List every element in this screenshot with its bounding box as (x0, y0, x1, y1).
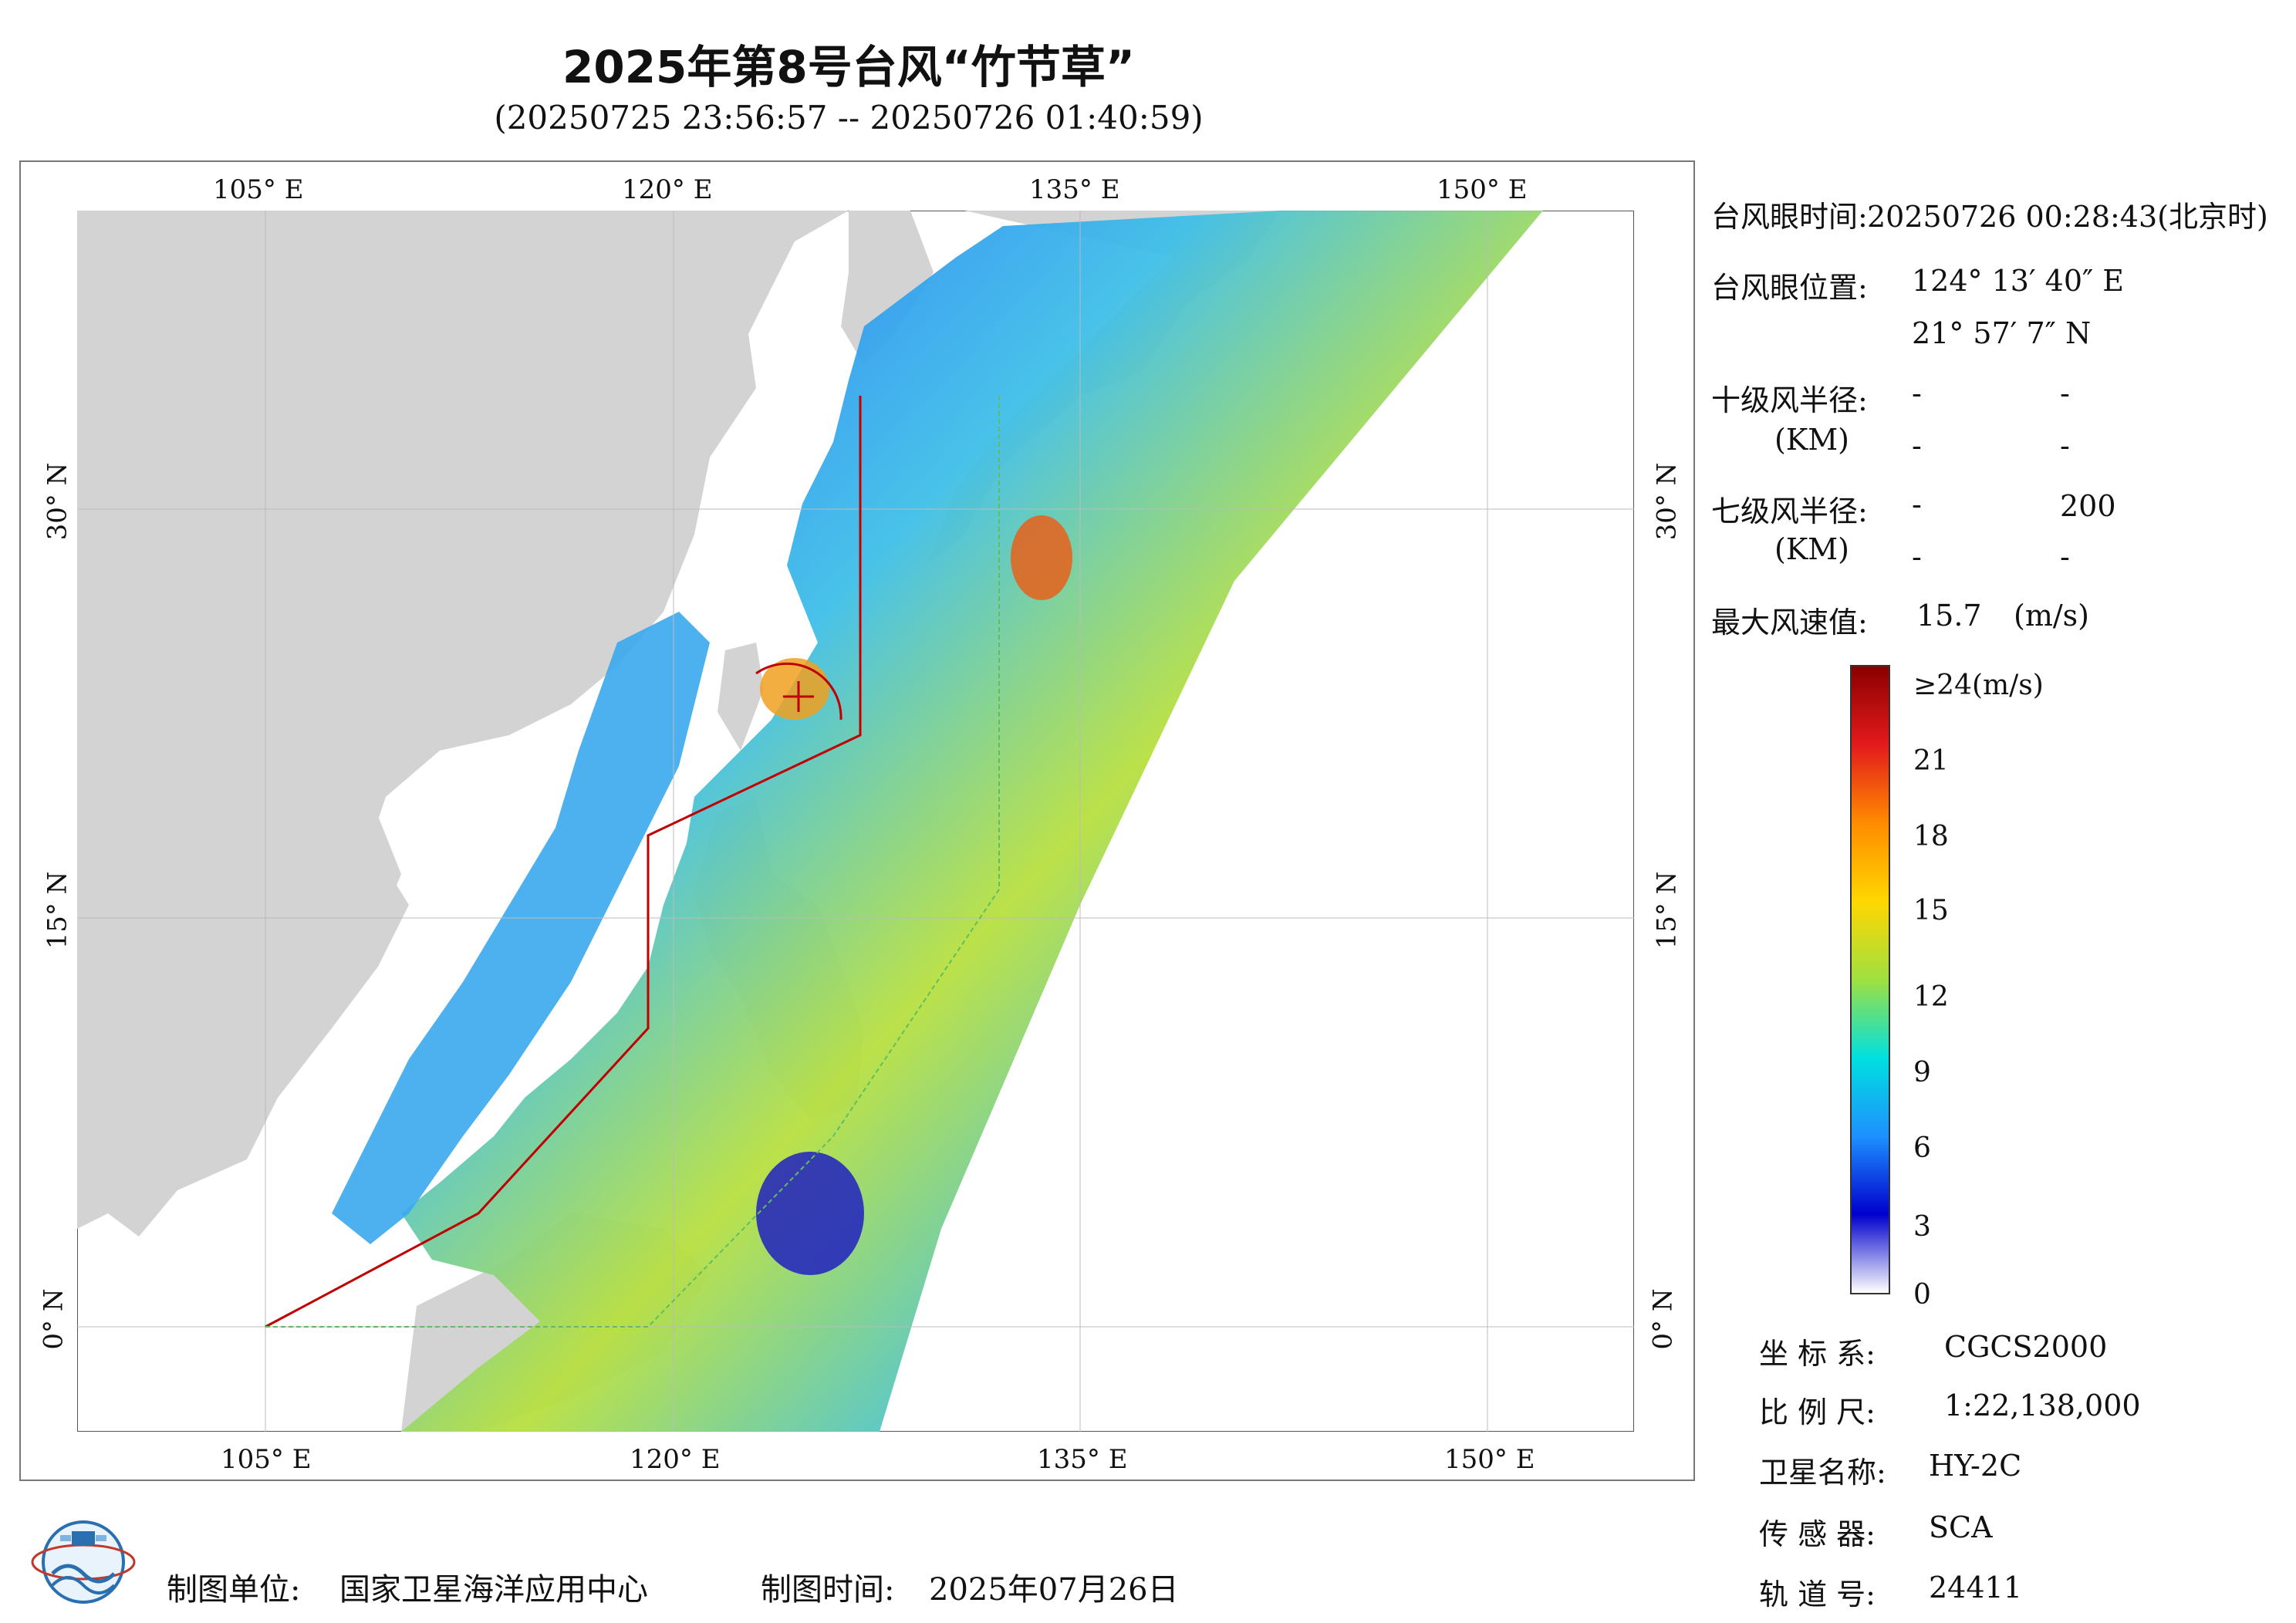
colorbar-label-0: 0 (1913, 1279, 1931, 1311)
lon-label-bottom-150: 150° E (1444, 1444, 1535, 1475)
eye-longitude: 124° 13′ 40″ E (1912, 264, 2125, 298)
max-wind-value: 15.7 (1916, 599, 1982, 633)
colorbar-label-9: 9 (1913, 1057, 1931, 1088)
land-indochina (231, 797, 401, 1067)
wind-minimum-south (756, 1152, 864, 1275)
lon-label-bottom-135: 135° E (1037, 1444, 1128, 1475)
r10-label: 十级风半径: (1711, 383, 1868, 417)
lon-label-bottom-120: 120° E (630, 1444, 721, 1475)
producer-value: 国家卫星海洋应用中心 (339, 1572, 648, 1608)
colorbar-label-24: ≥24(m/s) (1913, 670, 2044, 701)
orbit-value: 24411 (1929, 1571, 2022, 1604)
r10-value-nw: - (2060, 429, 2070, 463)
crs-value: CGCS2000 (1944, 1330, 2108, 1364)
eye-latitude: 21° 57′ 7″ N (1912, 316, 2092, 350)
max-wind-label: 最大风速值: (1711, 606, 1868, 639)
lon-label-top-120: 120° E (622, 174, 713, 205)
lon-label-bottom-105: 105° E (221, 1444, 312, 1475)
production-time-label: 制图时间: (761, 1572, 895, 1608)
r10-value-ne: - (1912, 376, 1922, 410)
lon-label-top-135: 135° E (1029, 174, 1120, 205)
r7-label: 七级风半径: (1711, 494, 1868, 528)
r7-unit: (KM) (1774, 532, 1849, 566)
scatterometer-swath (401, 211, 1543, 1432)
colorbar-label-21: 21 (1913, 745, 1949, 777)
lat-label-right-30: 30° N (1651, 462, 1683, 541)
r10-unit: (KM) (1774, 423, 1849, 457)
map-subtitle: (20250725 23:56:57 -- 20250726 01:40:59) (494, 99, 1204, 137)
colorbar-label-18: 18 (1913, 821, 1949, 852)
wind-maximum-east (1011, 515, 1072, 600)
producer-label: 制图单位: (167, 1572, 301, 1608)
scale-label: 比 例 尺: (1759, 1395, 1876, 1429)
lat-label-right-0: 0° N (1647, 1288, 1679, 1350)
crs-label: 坐 标 系: (1759, 1337, 1876, 1371)
eye-time-value: 20250726 00:28:43(北京时) (1867, 200, 2268, 234)
colorbar-label-12: 12 (1913, 981, 1949, 1013)
satellite-label: 卫星名称: (1759, 1456, 1886, 1490)
lat-label-left-30: 30° N (42, 462, 73, 541)
sensor-value: SCA (1929, 1510, 1993, 1544)
lat-label-right-15: 15° N (1651, 871, 1683, 950)
lon-label-top-150: 150° E (1437, 174, 1528, 205)
wind-field-map (77, 211, 1634, 1432)
map-title: 2025年第8号台风“竹节草” (562, 41, 1136, 93)
nsoas-logo-icon (31, 1520, 136, 1604)
r7-value-sw: - (1912, 540, 1922, 574)
colorbar-label-15: 15 (1913, 895, 1949, 926)
eye-time-label: 台风眼时间: (1711, 200, 1868, 234)
warning-line-48h (265, 396, 1000, 1328)
wind-speed-colorbar (1850, 665, 1890, 1294)
satellite-value: HY-2C (1929, 1449, 2022, 1483)
r7-value-se: 200 (2060, 489, 2116, 523)
land-taiwan (718, 643, 764, 751)
typhoon-eye-marker (755, 662, 842, 720)
lat-label-left-15: 15° N (42, 871, 73, 950)
colorbar-label-6: 6 (1913, 1132, 1931, 1164)
map-frame (19, 160, 1695, 1481)
swath-west-strip (332, 612, 710, 1244)
production-time-value: 2025年07月26日 (929, 1572, 1179, 1608)
lat-label-left-0: 0° N (38, 1288, 69, 1350)
r7-value-ne: - (1912, 488, 1922, 521)
colorbar-label-3: 3 (1913, 1211, 1931, 1243)
lon-label-top-105: 105° E (213, 174, 304, 205)
wind-maximum-center (760, 658, 829, 720)
orbit-label: 轨 道 号: (1759, 1577, 1876, 1611)
eye-position-label: 台风眼位置: (1711, 271, 1868, 305)
max-wind-unit: (m/s) (2014, 599, 2089, 633)
scale-value: 1:22,138,000 (1944, 1388, 2141, 1422)
warning-line-24h (265, 396, 862, 1328)
r10-value-se: - (2060, 376, 2070, 410)
sensor-label: 传 感 器: (1759, 1517, 1876, 1551)
r10-value-sw: - (1912, 429, 1922, 463)
r7-value-nw: - (2060, 540, 2070, 574)
